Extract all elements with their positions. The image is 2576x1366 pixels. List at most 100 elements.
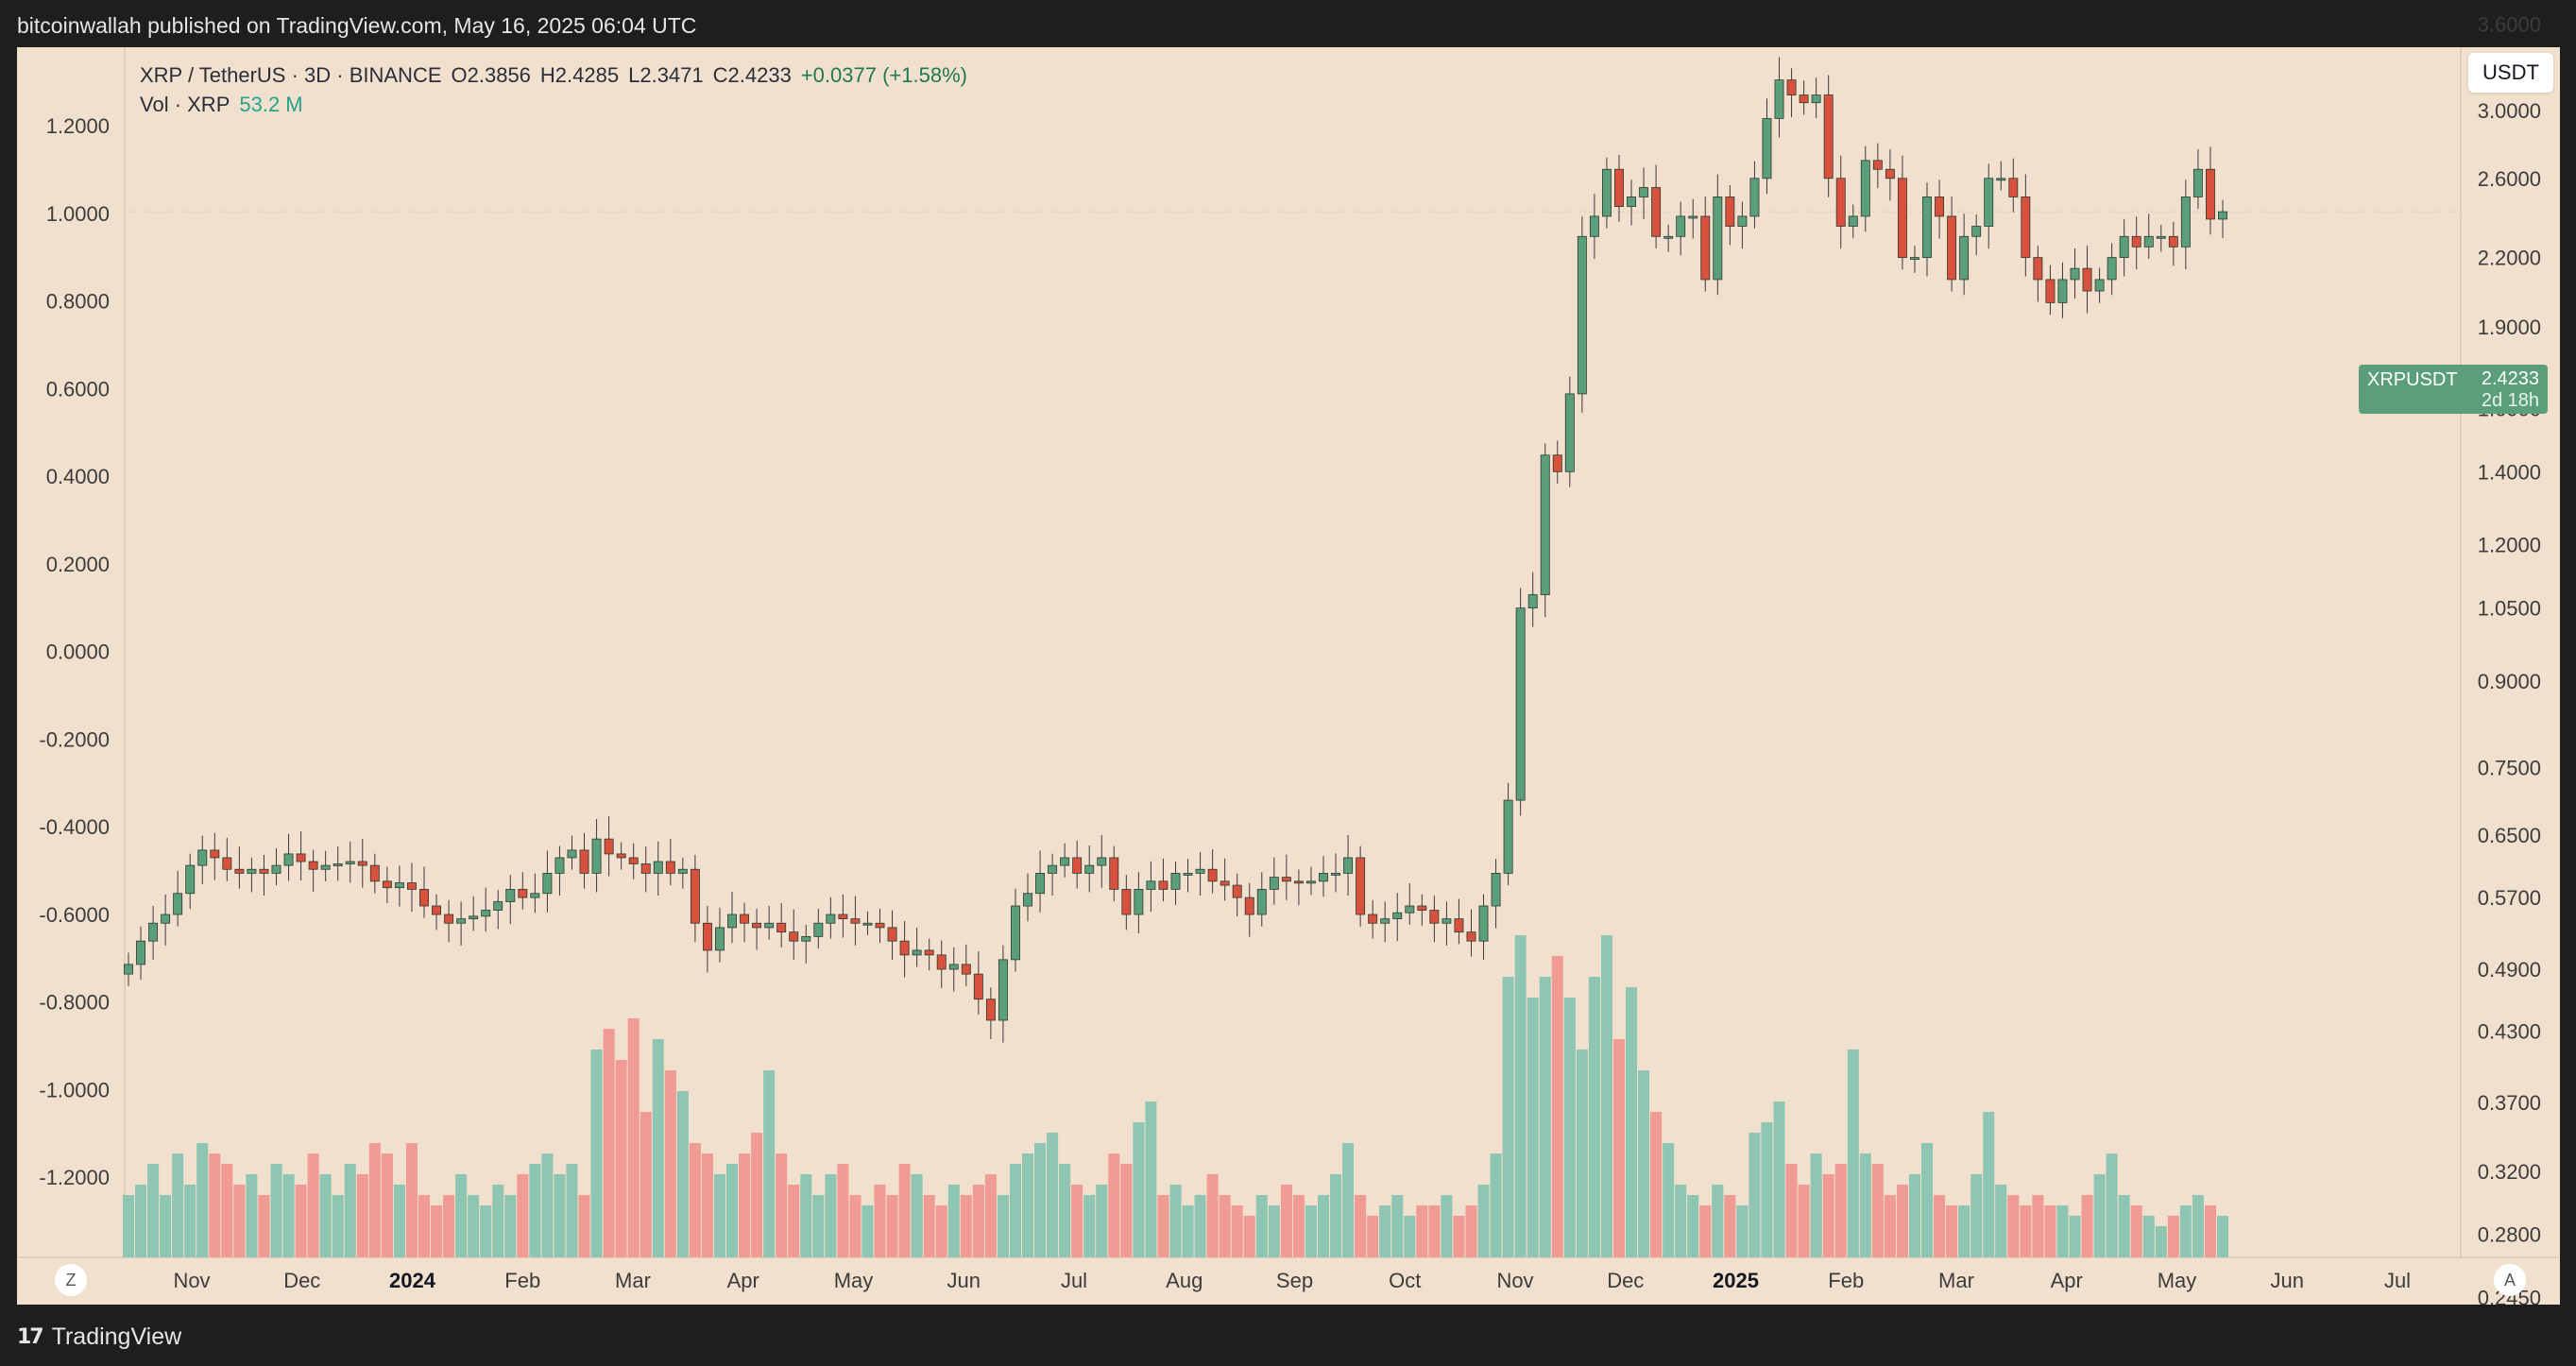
left-tick-label: -1.2000: [39, 1166, 110, 1189]
candle-body: [2168, 235, 2178, 248]
candle-body: [1146, 880, 1156, 890]
candle-body: [912, 949, 922, 956]
left-tick-label: 0.2000: [46, 553, 110, 576]
currency-button[interactable]: USDT: [2468, 53, 2553, 93]
candle-body: [1442, 918, 1452, 924]
candle-body: [357, 861, 367, 866]
volume-bar: [221, 1164, 233, 1257]
volume-bar: [1563, 998, 1576, 1257]
volume-bar: [640, 1112, 652, 1257]
volume-bar: [2056, 1205, 2069, 1257]
volume-bar: [480, 1205, 492, 1257]
volume-bar: [1650, 1112, 1663, 1257]
volume-bar: [960, 1195, 972, 1257]
symbol-legend: XRP / TetherUS · 3D · BINANCE O2.3856 H2…: [140, 60, 967, 119]
volume-bar: [1970, 1174, 1983, 1257]
volume-bar: [1675, 1185, 1687, 1257]
candle-body: [1935, 196, 1945, 217]
volume-bars: [122, 935, 2229, 1257]
right-price-axis[interactable]: 5.00004.20003.60003.00002.60002.20001.90…: [2478, 0, 2541, 1310]
left-tick-label: -1.0000: [39, 1078, 110, 1101]
candle-body: [862, 922, 873, 926]
volume-bar: [1502, 977, 1514, 1257]
candle-body: [653, 861, 663, 874]
volume-bar: [1934, 1195, 1946, 1257]
candle-body: [702, 922, 712, 951]
candle-body: [628, 857, 639, 864]
time-tick-label: Nov: [1496, 1269, 1533, 1292]
publish-info: bitcoinwallah published on TradingView.c…: [17, 13, 697, 38]
close-value: C2.4233: [712, 62, 792, 87]
volume-bar: [1588, 977, 1600, 1257]
volume-bar: [1071, 1185, 1083, 1257]
volume-bar: [1477, 1185, 1490, 1257]
zoom-left-button[interactable]: Z: [55, 1264, 87, 1296]
price-tick-label: 0.9000: [2478, 670, 2541, 693]
candle-body: [826, 914, 836, 924]
candle-body: [2205, 168, 2215, 220]
volume-bar: [972, 1185, 984, 1257]
symbol-title[interactable]: XRP / TetherUS · 3D · BINANCE: [140, 62, 442, 87]
volume-bar: [492, 1185, 504, 1257]
volume-bar: [701, 1153, 713, 1257]
volume-bar: [209, 1153, 221, 1257]
left-tick-label: -0.2000: [39, 727, 110, 751]
volume-bar: [2142, 1216, 2155, 1257]
volume-bar: [725, 1164, 739, 1257]
candle-body: [1331, 873, 1340, 876]
volume-bar: [1009, 1164, 1021, 1257]
volume-bar: [1182, 1205, 1194, 1257]
volume-bar: [1355, 1195, 1367, 1257]
volume-bar: [947, 1185, 960, 1257]
volume-bar: [776, 1153, 788, 1257]
time-tick-label: 2024: [389, 1269, 436, 1292]
candle-body: [1762, 118, 1772, 179]
candle-body: [210, 849, 220, 859]
publish-bar: bitcoinwallah published on TradingView.c…: [0, 0, 2576, 47]
candle-body: [369, 864, 380, 882]
price-tag-price: 2.4233: [2481, 368, 2539, 389]
price-tick-label: 3.0000: [2478, 99, 2541, 123]
time-tick-label: Apr: [727, 1269, 759, 1292]
time-tick-label: 2025: [1713, 1269, 1759, 1292]
tradingview-logo[interactable]: 17 TradingView: [17, 1323, 181, 1351]
time-axis[interactable]: Nov Dec 2024 Feb Mar Apr May Jun Jul Aug Sep Oct Nov…: [173, 1269, 2411, 1292]
candle-body: [1134, 889, 1144, 915]
candle-body: [505, 889, 516, 902]
volume-bar: [615, 1060, 627, 1257]
time-tick-label: Oct: [1389, 1269, 1421, 1292]
candle-body: [1947, 215, 1957, 281]
candle-body: [665, 861, 675, 874]
candle-body: [998, 959, 1008, 1021]
candle-body: [2008, 178, 2019, 197]
volume-bar: [1749, 1133, 1761, 1257]
candle-body: [259, 868, 269, 874]
price-tick-label: 0.2800: [2478, 1223, 2541, 1247]
candle-body: [591, 838, 602, 874]
volume-bar: [590, 1050, 603, 1257]
candle-body: [2218, 211, 2227, 220]
candle-body: [1589, 215, 1599, 237]
candle-body: [1244, 896, 1254, 915]
high-value: H2.4285: [539, 62, 620, 87]
volume-bar: [2118, 1195, 2130, 1257]
volume-bar: [825, 1174, 837, 1257]
candle-body: [727, 914, 737, 929]
volume-bar: [332, 1195, 344, 1257]
candle-body: [752, 922, 762, 929]
volume-bar: [2130, 1205, 2142, 1257]
volume-label[interactable]: Vol · XRP: [140, 92, 230, 116]
volume-bar: [368, 1143, 381, 1257]
auto-scale-button[interactable]: A: [2494, 1264, 2526, 1296]
volume-bar: [1194, 1195, 1206, 1257]
candles: [124, 57, 2227, 1043]
volume-bar: [849, 1195, 862, 1257]
price-tick-label: 0.6500: [2478, 824, 2541, 847]
candle-body: [1183, 873, 1193, 876]
volume-bar: [1404, 1216, 1416, 1257]
volume-bar: [1047, 1133, 1059, 1257]
candle-body: [1454, 918, 1464, 933]
candle-body: [2045, 279, 2056, 303]
volume-bar: [713, 1174, 725, 1257]
